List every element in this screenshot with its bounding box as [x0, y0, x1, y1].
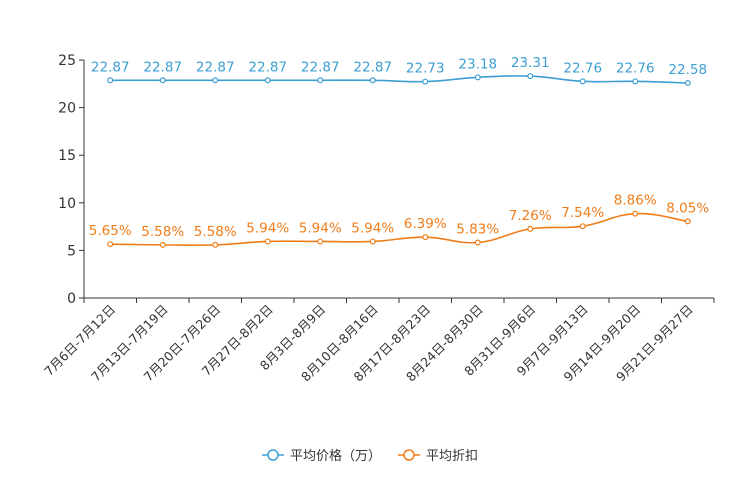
data-point: [684, 218, 691, 225]
data-label: 22.76: [616, 60, 655, 76]
y-tick-label: 5: [67, 243, 76, 259]
data-label: 22.58: [668, 62, 707, 78]
data-point: [159, 77, 166, 84]
y-tick-label: 0: [67, 291, 76, 307]
series-line-2: [110, 212, 688, 247]
data-point: [474, 239, 481, 246]
data-label: 5.58%: [194, 224, 237, 240]
legend-label-1: 平均价格（万）: [290, 448, 381, 464]
y-tick-label: 10: [58, 196, 76, 212]
data-label: 5.83%: [456, 221, 499, 237]
data-point: [317, 77, 324, 84]
y-tick-label: 20: [58, 101, 76, 117]
data-point: [159, 241, 166, 248]
data-label: 5.58%: [141, 224, 184, 240]
data-label: 8.86%: [614, 193, 657, 209]
data-label: 5.94%: [299, 220, 342, 236]
data-label: 22.87: [248, 59, 287, 75]
data-label: 5.94%: [246, 220, 289, 236]
data-label: 5.94%: [351, 220, 394, 236]
y-tick-label: 25: [58, 53, 76, 69]
data-point: [107, 241, 114, 248]
data-point: [422, 234, 429, 241]
data-point: [684, 80, 691, 87]
data-point: [422, 78, 429, 85]
data-label: 5.65%: [89, 223, 132, 239]
data-point: [632, 78, 639, 85]
legend-marker-1: [267, 449, 279, 461]
data-point: [212, 241, 219, 248]
legend-marker-2: [403, 449, 415, 461]
data-point: [264, 238, 271, 245]
data-label: 6.39%: [404, 216, 447, 232]
data-label: 22.87: [91, 59, 130, 75]
data-point: [527, 225, 534, 232]
data-point: [107, 77, 114, 84]
data-point: [369, 77, 376, 84]
y-tick-label: 15: [58, 148, 76, 164]
data-label: 22.87: [353, 59, 392, 75]
data-label: 22.87: [196, 59, 235, 75]
data-point: [212, 77, 219, 84]
data-point: [527, 73, 534, 80]
data-point: [579, 223, 586, 230]
data-label: 7.26%: [509, 208, 552, 224]
data-label: 22.73: [406, 61, 445, 77]
data-point: [579, 78, 586, 85]
data-label: 23.31: [511, 55, 550, 71]
data-point: [264, 77, 271, 84]
series-line-1: [110, 74, 688, 84]
data-point: [317, 238, 324, 245]
data-point: [369, 238, 376, 245]
data-label: 7.54%: [561, 205, 604, 221]
legend-label-2: 平均折扣: [426, 449, 478, 464]
data-point: [632, 210, 639, 217]
data-label: 22.76: [563, 60, 602, 76]
data-label: 8.05%: [666, 200, 709, 216]
data-label: 22.87: [301, 59, 340, 75]
data-label: 23.18: [458, 56, 497, 72]
data-point: [474, 74, 481, 81]
data-label: 22.87: [143, 59, 182, 75]
